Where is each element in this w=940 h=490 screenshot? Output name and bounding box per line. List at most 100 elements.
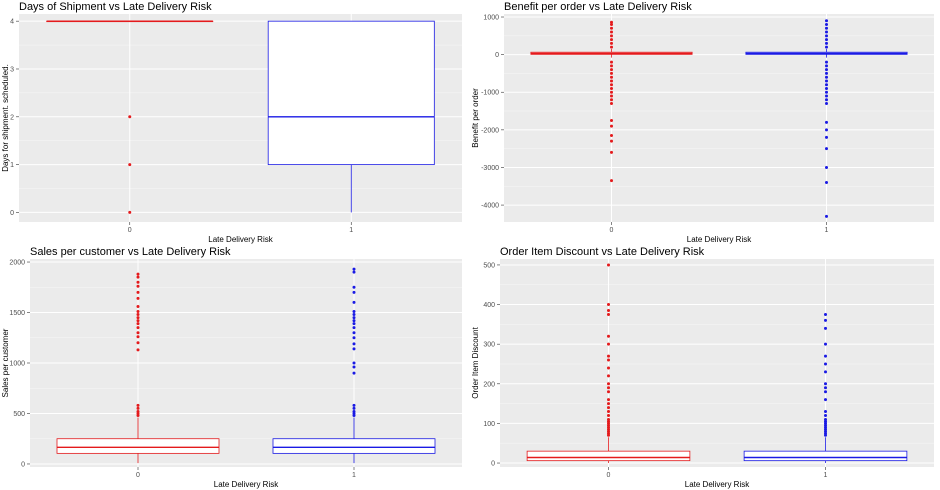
outlier-point bbox=[825, 120, 828, 124]
x-axis-label: Late Delivery Risk bbox=[685, 480, 750, 489]
outlier-point bbox=[824, 362, 827, 366]
x-tick-label: 0 bbox=[136, 472, 140, 479]
outlier-point bbox=[610, 60, 613, 64]
outlier-point bbox=[610, 150, 613, 154]
outlier-point bbox=[824, 398, 827, 402]
x-tick-label: 1 bbox=[349, 227, 353, 234]
outlier-point bbox=[352, 322, 356, 326]
outlier-point bbox=[825, 64, 828, 68]
outlier-point bbox=[610, 86, 613, 90]
outlier-point bbox=[824, 370, 827, 374]
outlier-point bbox=[607, 382, 610, 386]
x-axis-label: Late Delivery Risk bbox=[687, 235, 752, 244]
outlier-point bbox=[136, 272, 140, 276]
outlier-point bbox=[607, 303, 610, 307]
outlier-point bbox=[136, 290, 140, 294]
y-tick-label: -1000 bbox=[481, 90, 499, 97]
y-tick-label: 1500 bbox=[9, 310, 25, 317]
x-tick-label: 0 bbox=[610, 227, 614, 234]
outlier-point bbox=[825, 45, 828, 49]
outlier-point bbox=[825, 60, 828, 64]
outlier-point bbox=[825, 214, 828, 218]
chart-title: Sales per customer vs Late Delivery Risk bbox=[30, 246, 231, 258]
x-tick-label: 0 bbox=[128, 227, 132, 234]
outlier-point bbox=[825, 75, 828, 79]
x-tick-label: 1 bbox=[825, 227, 829, 234]
outlier-point bbox=[610, 98, 613, 102]
outlier-point bbox=[607, 398, 610, 402]
outlier-point bbox=[824, 326, 827, 330]
outlier-point bbox=[607, 417, 610, 421]
outlier-point bbox=[136, 409, 140, 413]
chart-order-item-discount-svg: 0 100 200 300 400 500 0 1 Order Item Discount vs… bbox=[471, 246, 934, 489]
outlier-point bbox=[352, 316, 356, 320]
outlier-point bbox=[824, 318, 827, 322]
x-tick-label: 1 bbox=[352, 472, 356, 479]
y-tick-label: -2000 bbox=[481, 127, 499, 134]
outlier-point bbox=[128, 163, 132, 167]
outlier-point bbox=[607, 334, 610, 338]
y-tick-label: 3 bbox=[10, 66, 14, 73]
y-tick-label: 2 bbox=[10, 114, 14, 121]
outlier-point bbox=[825, 41, 828, 45]
outlier-point bbox=[352, 267, 356, 271]
outlier-point bbox=[607, 366, 610, 370]
y-tick-label: 0 bbox=[495, 52, 499, 59]
outlier-point bbox=[136, 316, 140, 320]
outlier-point bbox=[825, 26, 828, 30]
plot-background bbox=[504, 14, 934, 222]
x-axis-label: Late Delivery Risk bbox=[214, 480, 279, 489]
chart-title: Order Item Discount vs Late Delivery Ris… bbox=[500, 246, 705, 258]
box-iqr bbox=[526, 450, 691, 462]
outlier-point bbox=[825, 94, 828, 98]
outlier-point bbox=[825, 147, 828, 151]
outlier-point bbox=[136, 341, 140, 345]
x-tick-label: 1 bbox=[824, 472, 828, 479]
outlier-point bbox=[607, 312, 610, 316]
y-axis-label: Days for shipment. scheduled. bbox=[1, 64, 10, 172]
outlier-point bbox=[825, 23, 828, 27]
y-axis-label: Benefit per order bbox=[471, 88, 480, 148]
outlier-point bbox=[136, 280, 140, 284]
outlier-point bbox=[610, 83, 613, 87]
outlier-point bbox=[607, 413, 610, 417]
y-tick-label: -4000 bbox=[481, 203, 499, 210]
outlier-point bbox=[607, 354, 610, 358]
outlier-point bbox=[352, 406, 356, 410]
outlier-point bbox=[824, 386, 827, 390]
outlier-point bbox=[352, 371, 356, 375]
y-tick-label: 0 bbox=[21, 461, 25, 468]
outlier-point bbox=[824, 342, 827, 346]
box-iqr bbox=[267, 20, 435, 166]
outlier-point bbox=[136, 275, 140, 279]
outlier-point bbox=[824, 390, 827, 394]
outlier-point bbox=[825, 34, 828, 38]
outlier-point bbox=[825, 83, 828, 87]
outlier-point bbox=[824, 354, 827, 358]
outlier-point bbox=[610, 41, 613, 45]
outlier-point bbox=[607, 402, 610, 406]
outlier-point bbox=[825, 19, 828, 23]
outlier-point bbox=[352, 326, 356, 330]
outlier-point bbox=[824, 382, 827, 386]
outlier-point bbox=[610, 139, 613, 143]
y-tick-label: 100 bbox=[483, 421, 495, 428]
outlier-point bbox=[607, 374, 610, 378]
outlier-point bbox=[128, 210, 132, 214]
chart-sales-per-customer: 0 500 1000 1500 2000 0 1 Sales per customer vs … bbox=[0, 245, 470, 490]
y-tick-label: 1000 bbox=[9, 361, 25, 368]
outlier-point bbox=[136, 403, 140, 407]
outlier-point bbox=[607, 263, 610, 267]
outlier-point bbox=[610, 90, 613, 94]
outlier-point bbox=[610, 124, 613, 128]
chart-benefit-per-order-svg: -4000 -3000 -2000 -1000 0 1000 0 1 Benefit per o… bbox=[471, 1, 934, 244]
outlier-point bbox=[136, 406, 140, 410]
chart-order-item-discount: 0 100 200 300 400 500 0 1 Order Item Discount vs… bbox=[470, 245, 940, 490]
outlier-point bbox=[352, 331, 356, 335]
outlier-point bbox=[352, 270, 356, 274]
outlier-point bbox=[825, 79, 828, 83]
outlier-point bbox=[610, 94, 613, 98]
outlier-point bbox=[136, 296, 140, 300]
box-iqr bbox=[743, 450, 908, 462]
outlier-point bbox=[610, 20, 613, 24]
